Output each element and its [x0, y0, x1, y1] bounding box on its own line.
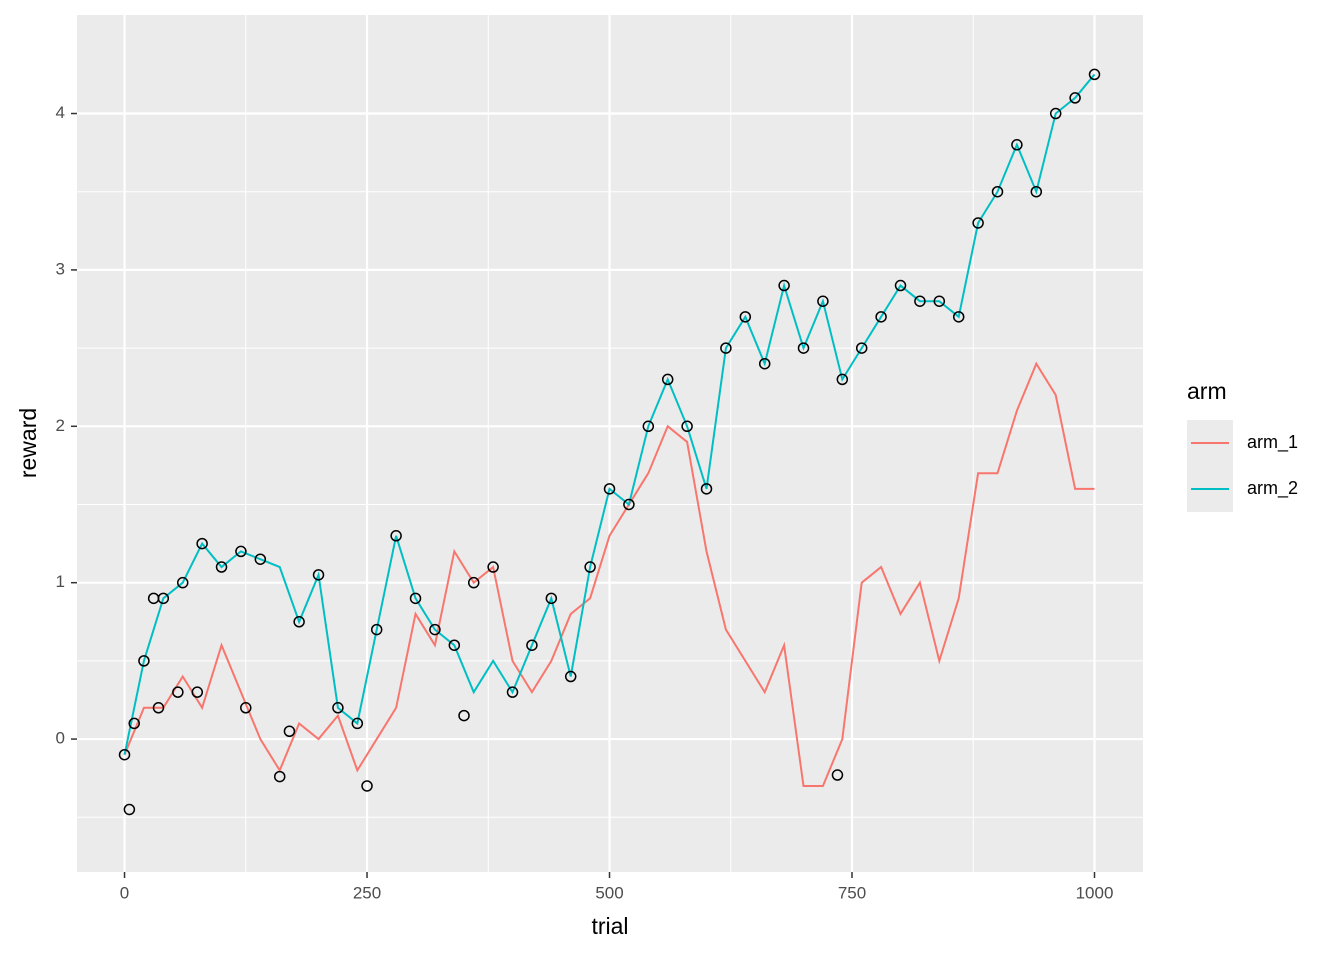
y-tick-label: 0	[56, 729, 65, 748]
choice-point	[526, 639, 538, 651]
choice-point	[991, 185, 1004, 198]
choice-point	[235, 545, 247, 558]
choice-point	[138, 655, 150, 667]
choice-point	[157, 592, 170, 605]
choice-point	[1011, 139, 1023, 151]
choice-point	[545, 592, 558, 605]
choice-point	[128, 717, 140, 730]
choice-point	[123, 803, 136, 816]
choice-point	[817, 295, 829, 307]
x-tick-label: 500	[595, 883, 623, 902]
choice-point	[933, 295, 946, 307]
choice-point	[778, 279, 790, 292]
choice-point	[564, 670, 577, 683]
choice-point	[429, 623, 441, 636]
y-axis-title: reward	[15, 408, 41, 478]
choice-point	[681, 420, 693, 433]
choice-point	[1069, 92, 1081, 104]
y-tick-label: 3	[56, 259, 65, 278]
choice-point	[894, 279, 907, 292]
choice-point	[1088, 68, 1101, 81]
choice-point	[720, 342, 732, 354]
choice-point	[487, 561, 499, 573]
choice-point	[172, 686, 184, 698]
choice-point	[152, 702, 165, 714]
legend-title: arm	[1187, 378, 1227, 404]
choice-point	[467, 576, 480, 589]
choice-point	[875, 311, 887, 323]
choice-point	[603, 483, 616, 495]
choice-point	[700, 483, 713, 495]
series-line	[123, 73, 1096, 755]
choice-point	[506, 686, 519, 698]
choice-point	[972, 217, 984, 229]
x-tick-label: 1000	[1076, 883, 1114, 902]
choice-point	[361, 780, 373, 792]
choice-point	[273, 770, 286, 783]
choice-point	[1049, 107, 1062, 120]
choice-point	[390, 530, 402, 542]
legend-label: arm_1	[1247, 432, 1298, 453]
series-line	[123, 361, 1095, 787]
choice-point	[409, 592, 422, 605]
choice-point	[623, 498, 635, 511]
legend-key-bg	[1187, 420, 1233, 512]
choice-point	[797, 342, 810, 354]
choice-point	[240, 702, 252, 714]
choice-point	[176, 576, 189, 589]
x-axis-title: trial	[591, 913, 628, 939]
y-tick-label: 2	[56, 416, 65, 435]
choice-point	[1030, 185, 1043, 198]
choice-point	[758, 357, 771, 370]
choice-point	[855, 342, 868, 354]
choice-point	[196, 537, 208, 550]
choice-point	[661, 373, 674, 386]
choice-point	[370, 623, 383, 636]
choice-point	[332, 702, 344, 714]
y-tick-label: 4	[56, 103, 65, 122]
x-tick-label: 750	[838, 883, 866, 902]
legend-label: arm_2	[1247, 478, 1298, 499]
choice-point	[283, 725, 296, 738]
choice-point	[458, 709, 470, 722]
choice-point	[584, 561, 596, 573]
choice-point	[836, 373, 849, 386]
choice-point	[312, 569, 325, 581]
choice-point	[215, 561, 228, 573]
choice-point	[642, 420, 655, 433]
x-tick-label: 250	[353, 883, 381, 902]
choice-point	[351, 717, 364, 730]
choice-point	[254, 553, 267, 565]
choice-point	[831, 769, 844, 781]
choice-point	[448, 639, 461, 651]
choice-point	[739, 311, 752, 323]
choice-point	[952, 311, 965, 323]
choice-point	[914, 295, 926, 307]
y-tick-label: 1	[56, 572, 65, 591]
choice-point	[191, 686, 204, 698]
choice-point	[118, 748, 131, 761]
choice-point	[293, 616, 305, 628]
x-tick-label: 0	[120, 883, 129, 902]
